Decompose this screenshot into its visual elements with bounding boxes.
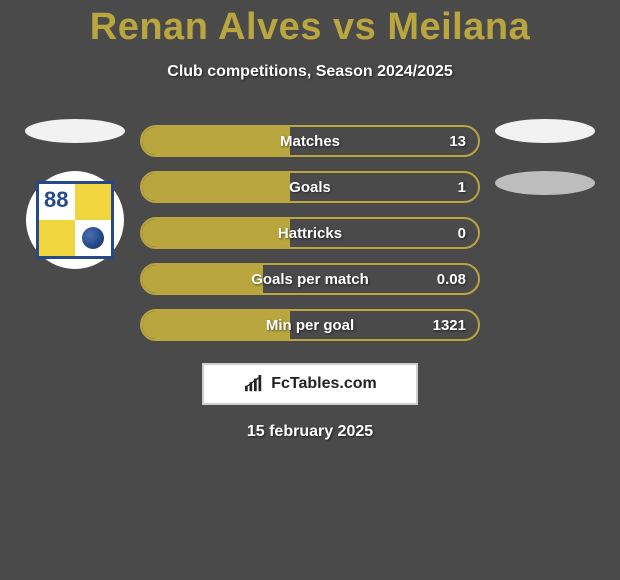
chart-area: 88 Matches13 Goals1 Hattricks0 Goals per ma…	[0, 125, 620, 341]
badge-quadrant	[75, 220, 111, 256]
right-player-column	[480, 125, 610, 341]
badge-quadrant	[39, 220, 75, 256]
stat-row: Hattricks0	[140, 217, 480, 249]
badge-quadrant	[75, 184, 111, 220]
brand-label: FcTables.com	[271, 375, 377, 393]
stat-bars: Matches13 Goals1 Hattricks0 Goals per match…	[140, 125, 480, 341]
stat-label: Goals	[142, 173, 478, 201]
stat-row: Goals per match0.08	[140, 263, 480, 295]
comparison-infographic: Renan Alves vs Meilana Club competitions…	[0, 0, 620, 580]
stat-row: Goals1	[140, 171, 480, 203]
badge-inner: 88	[36, 181, 114, 259]
stat-label: Hattricks	[142, 219, 478, 247]
brand-box[interactable]: FcTables.com	[202, 363, 418, 405]
stat-value-right: 13	[449, 127, 466, 155]
stat-value-right: 0	[458, 219, 466, 247]
page-title: Renan Alves vs Meilana	[90, 6, 530, 49]
right-player-placeholder	[495, 119, 595, 143]
stat-row: Matches13	[140, 125, 480, 157]
left-player-column: 88	[10, 125, 140, 341]
badge-number: 88	[44, 187, 68, 213]
bar-chart-icon	[243, 375, 265, 393]
page-subtitle: Club competitions, Season 2024/2025	[167, 63, 452, 81]
stat-value-right: 0.08	[437, 265, 466, 293]
stat-label: Goals per match	[142, 265, 478, 293]
right-club-placeholder	[495, 171, 595, 195]
left-player-placeholder	[25, 119, 125, 143]
left-club-badge: 88	[26, 171, 124, 269]
stat-row: Min per goal1321	[140, 309, 480, 341]
date-label: 15 february 2025	[247, 423, 373, 441]
soccer-ball-icon	[82, 227, 104, 249]
stat-label: Matches	[142, 127, 478, 155]
stat-value-right: 1321	[433, 311, 466, 339]
stat-label: Min per goal	[142, 311, 478, 339]
stat-value-right: 1	[458, 173, 466, 201]
